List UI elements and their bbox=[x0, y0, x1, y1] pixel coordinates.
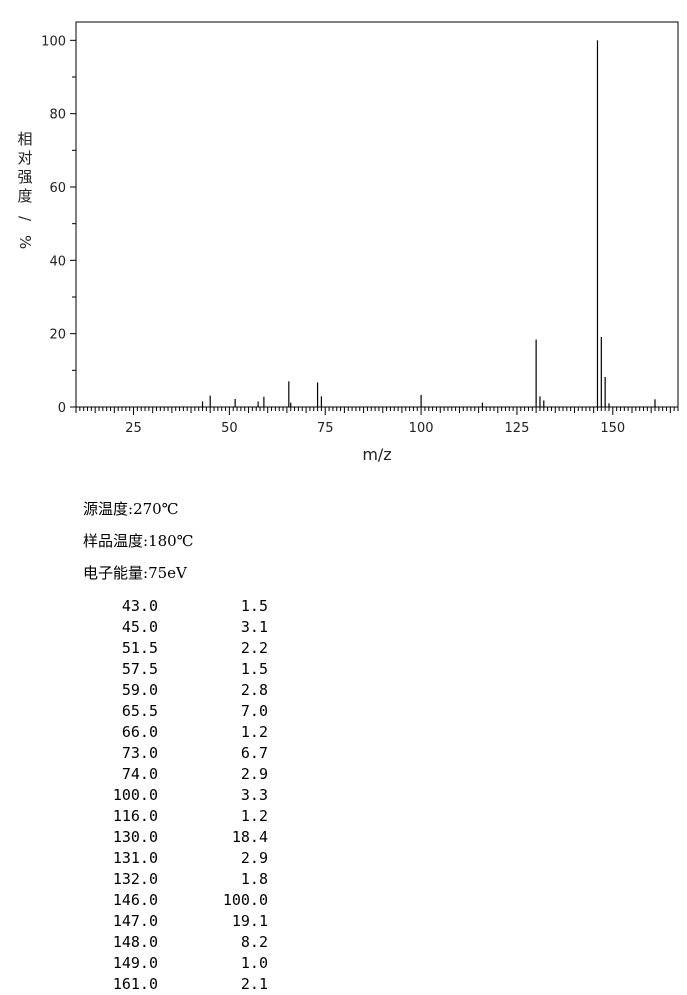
table-row: 161.0 2.1 bbox=[88, 974, 268, 995]
table-row: 59.0 2.8 bbox=[88, 680, 268, 701]
mz-value: 146.0 bbox=[112, 891, 158, 909]
table-row: 57.5 1.5 bbox=[88, 659, 268, 680]
intensity-value: 2.9 bbox=[240, 849, 268, 867]
table-row: 149.0 1.0 bbox=[88, 953, 268, 974]
mz-value: 116.0 bbox=[112, 807, 158, 825]
mz-value: 51.5 bbox=[121, 639, 158, 657]
table-row: 146.0 100.0 bbox=[88, 890, 268, 911]
intensity-value: 1.5 bbox=[240, 660, 268, 678]
table-row: 51.5 2.2 bbox=[88, 638, 268, 659]
intensity-value: 2.9 bbox=[240, 765, 268, 783]
y-axis-title-char: / bbox=[16, 216, 34, 222]
intensity-value: 6.7 bbox=[240, 744, 268, 762]
condition-electron-energy: 电子能量:75eV bbox=[83, 557, 193, 589]
table-row: 116.0 1.2 bbox=[88, 806, 268, 827]
peak-table: 43.0 1.5 45.0 3.1 51.5 2.2 57.5 1.5 59.0 2.8 65.5 7… bbox=[88, 596, 268, 995]
mz-value: 65.5 bbox=[121, 702, 158, 720]
plot-frame bbox=[75, 21, 679, 408]
x-tick-label: 150 bbox=[600, 421, 625, 436]
x-tick-label: 100 bbox=[409, 421, 434, 436]
x-tick-label: 75 bbox=[317, 421, 334, 436]
mz-value: 73.0 bbox=[121, 744, 158, 762]
intensity-value: 1.2 bbox=[240, 807, 268, 825]
intensity-value: 19.1 bbox=[231, 912, 268, 930]
mz-value: 100.0 bbox=[112, 786, 158, 804]
y-tick-label: 60 bbox=[49, 181, 66, 196]
condition-label: 源温度 bbox=[83, 500, 129, 518]
y-axis-title-char: 相 bbox=[17, 130, 32, 148]
intensity-value: 1.0 bbox=[240, 954, 268, 972]
condition-value: :180℃ bbox=[143, 532, 194, 550]
table-row: 73.0 6.7 bbox=[88, 743, 268, 764]
intensity-value: 8.2 bbox=[240, 933, 268, 951]
mz-value: 45.0 bbox=[121, 618, 158, 636]
table-row: 65.5 7.0 bbox=[88, 701, 268, 722]
y-axis-title-char: 对 bbox=[17, 149, 32, 167]
y-tick-label: 20 bbox=[49, 328, 66, 343]
intensity-value: 1.2 bbox=[240, 723, 268, 741]
intensity-value: 1.8 bbox=[240, 870, 268, 888]
conditions-block: 源温度:270℃ 样品温度:180℃ 电子能量:75eV bbox=[83, 493, 193, 589]
intensity-value: 18.4 bbox=[231, 828, 268, 846]
intensity-value: 100.0 bbox=[222, 891, 268, 909]
y-tick-label: 100 bbox=[41, 34, 66, 49]
table-row: 130.0 18.4 bbox=[88, 827, 268, 848]
condition-source-temp: 源温度:270℃ bbox=[83, 493, 193, 525]
mz-value: 161.0 bbox=[112, 975, 158, 993]
table-row: 43.0 1.5 bbox=[88, 596, 268, 617]
mz-value: 57.5 bbox=[121, 660, 158, 678]
mz-value: 131.0 bbox=[112, 849, 158, 867]
y-tick-label: 0 bbox=[58, 401, 66, 416]
table-row: 148.0 8.2 bbox=[88, 932, 268, 953]
x-tick-label: 25 bbox=[125, 421, 142, 436]
intensity-value: 3.1 bbox=[240, 618, 268, 636]
table-row: 45.0 3.1 bbox=[88, 617, 268, 638]
intensity-value: 1.5 bbox=[240, 597, 268, 615]
intensity-value: 3.3 bbox=[240, 786, 268, 804]
y-tick-label: 80 bbox=[49, 108, 66, 123]
mz-value: 132.0 bbox=[112, 870, 158, 888]
table-row: 147.0 19.1 bbox=[88, 911, 268, 932]
condition-label: 样品温度 bbox=[83, 532, 144, 550]
y-axis-title-char: % bbox=[16, 235, 34, 249]
table-row: 100.0 3.3 bbox=[88, 785, 268, 806]
mz-value: 59.0 bbox=[121, 681, 158, 699]
intensity-value: 2.2 bbox=[240, 639, 268, 657]
table-row: 132.0 1.8 bbox=[88, 869, 268, 890]
table-row: 74.0 2.9 bbox=[88, 764, 268, 785]
x-axis-title: m/z bbox=[362, 445, 391, 464]
mz-value: 149.0 bbox=[112, 954, 158, 972]
table-row: 131.0 2.9 bbox=[88, 848, 268, 869]
y-axis-title-char: 度 bbox=[17, 187, 32, 205]
condition-label: 电子能量 bbox=[83, 564, 144, 582]
intensity-value: 2.8 bbox=[240, 681, 268, 699]
mz-value: 148.0 bbox=[112, 933, 158, 951]
condition-sample-temp: 样品温度:180℃ bbox=[83, 525, 193, 557]
mz-value: 66.0 bbox=[121, 723, 158, 741]
table-row: 66.0 1.2 bbox=[88, 722, 268, 743]
y-tick-label: 40 bbox=[49, 254, 66, 269]
intensity-value: 2.1 bbox=[240, 975, 268, 993]
intensity-value: 7.0 bbox=[240, 702, 268, 720]
y-axis-title-char: 强 bbox=[17, 168, 32, 186]
condition-value: :270℃ bbox=[128, 500, 179, 518]
mz-value: 43.0 bbox=[121, 597, 158, 615]
mz-value: 147.0 bbox=[112, 912, 158, 930]
x-tick-label: 125 bbox=[505, 421, 530, 436]
mz-value: 130.0 bbox=[112, 828, 158, 846]
condition-value: :75eV bbox=[143, 564, 187, 582]
x-tick-label: 50 bbox=[221, 421, 238, 436]
mz-value: 74.0 bbox=[121, 765, 158, 783]
